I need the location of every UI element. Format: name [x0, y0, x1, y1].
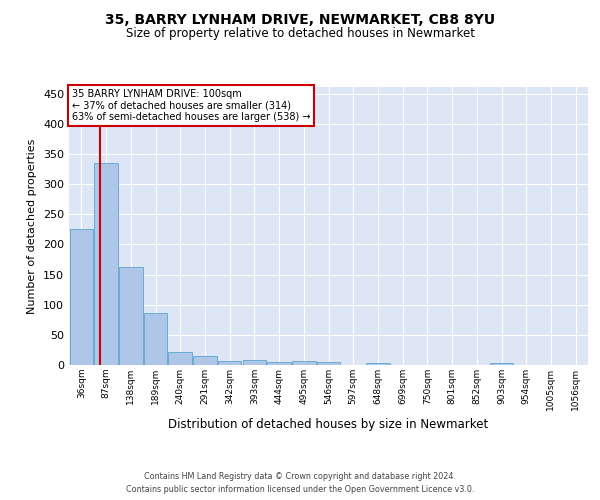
Text: 35 BARRY LYNHAM DRIVE: 100sqm
← 37% of detached houses are smaller (314)
63% of : 35 BARRY LYNHAM DRIVE: 100sqm ← 37% of d… [71, 89, 310, 122]
Text: 35, BARRY LYNHAM DRIVE, NEWMARKET, CB8 8YU: 35, BARRY LYNHAM DRIVE, NEWMARKET, CB8 8… [105, 12, 495, 26]
Bar [242, 360, 266, 365]
Bar [169, 352, 192, 365]
Bar [144, 312, 167, 365]
Bar [218, 362, 241, 365]
Bar [490, 363, 513, 365]
Bar [193, 356, 217, 365]
Bar [292, 362, 316, 365]
Y-axis label: Number of detached properties: Number of detached properties [28, 138, 37, 314]
Text: Contains HM Land Registry data © Crown copyright and database right 2024.
Contai: Contains HM Land Registry data © Crown c… [126, 472, 474, 494]
Bar [94, 163, 118, 365]
Text: Size of property relative to detached houses in Newmarket: Size of property relative to detached ho… [125, 28, 475, 40]
X-axis label: Distribution of detached houses by size in Newmarket: Distribution of detached houses by size … [169, 418, 488, 431]
Bar [268, 362, 291, 365]
Bar [366, 362, 389, 365]
Bar [119, 266, 143, 365]
Bar [70, 230, 93, 365]
Bar [317, 362, 340, 365]
